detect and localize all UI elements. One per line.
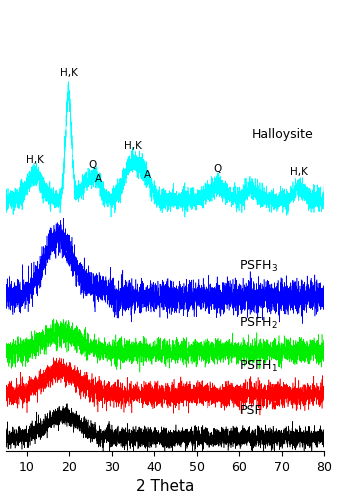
Text: H,K: H,K	[124, 142, 142, 152]
Text: PSFH$_1$: PSFH$_1$	[239, 359, 278, 374]
Text: A: A	[144, 170, 151, 179]
Text: Q: Q	[89, 160, 97, 170]
Text: A: A	[95, 174, 102, 184]
Text: H,K: H,K	[59, 68, 77, 78]
Text: PSFH$_2$: PSFH$_2$	[239, 316, 278, 331]
X-axis label: 2 Theta: 2 Theta	[136, 480, 194, 494]
Text: Q: Q	[213, 164, 221, 174]
Text: H,K: H,K	[290, 167, 308, 177]
Text: PSFH$_3$: PSFH$_3$	[239, 259, 279, 274]
Text: Halloysite: Halloysite	[252, 128, 314, 140]
Text: H,K: H,K	[26, 155, 43, 165]
Text: PSF: PSF	[239, 404, 262, 417]
